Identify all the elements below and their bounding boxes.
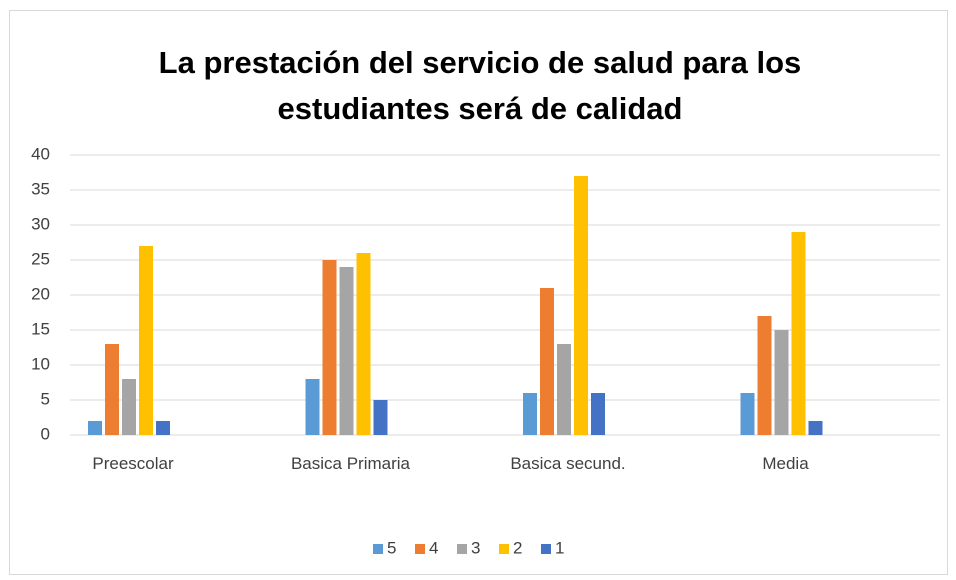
- x-tick-label: Basica Primaria: [290, 454, 411, 473]
- bar: [305, 379, 320, 435]
- x-tick-label: Media: [762, 454, 809, 473]
- legend-label: 3: [471, 538, 480, 557]
- y-tick-label: 25: [31, 249, 50, 268]
- y-tick-label: 30: [31, 214, 50, 233]
- bar: [774, 330, 789, 435]
- legend-swatch: [415, 544, 425, 554]
- legend-swatch: [499, 544, 509, 554]
- bar: [540, 288, 554, 435]
- bar: [574, 176, 588, 435]
- y-tick-label: 20: [31, 284, 50, 303]
- bar: [373, 400, 388, 435]
- bar: [339, 267, 354, 435]
- legend-label: 1: [555, 538, 564, 557]
- chart-title: La prestación del servicio de salud para…: [158, 45, 802, 126]
- bar: [156, 421, 170, 435]
- legend-swatch: [457, 544, 467, 554]
- bar: [740, 393, 755, 435]
- legend-label: 5: [387, 538, 396, 557]
- bar: [791, 232, 806, 435]
- bar: [356, 253, 371, 435]
- y-tick-label: 5: [41, 389, 50, 408]
- y-tick-label: 0: [41, 424, 50, 443]
- legend-label: 2: [513, 538, 522, 557]
- bar: [122, 379, 136, 435]
- x-tick-label: Basica secund.: [510, 454, 626, 473]
- legend-swatch: [373, 544, 383, 554]
- y-tick-label: 15: [31, 319, 50, 338]
- bar: [557, 344, 571, 435]
- legend-swatch: [541, 544, 551, 554]
- x-tick-label: Preescolar: [92, 454, 174, 473]
- bar: [105, 344, 119, 435]
- bar: [139, 246, 153, 435]
- legend-label: 4: [429, 538, 438, 557]
- bar: [523, 393, 537, 435]
- y-tick-label: 35: [31, 179, 50, 198]
- y-tick-label: 10: [31, 354, 50, 373]
- bar: [591, 393, 605, 435]
- y-tick-label: 40: [31, 144, 50, 163]
- bar: [757, 316, 772, 435]
- bar: [808, 421, 823, 435]
- bar: [322, 260, 337, 435]
- chart-border: [9, 10, 948, 575]
- bar: [88, 421, 102, 435]
